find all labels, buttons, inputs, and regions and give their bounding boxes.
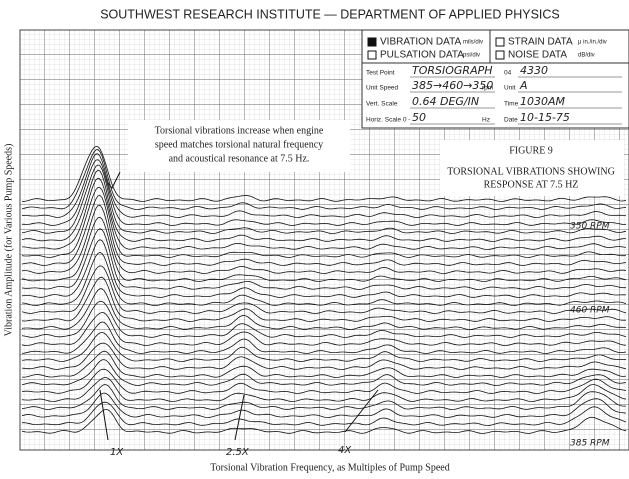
annotation: and acoustical resonance at 7.5 Hz. [169, 153, 310, 164]
figure-number: FIGURE 9 [509, 145, 553, 156]
y-axis-label: Vibration Amplitude (for Various Pump Sp… [3, 144, 14, 337]
trace [21, 321, 627, 354]
trace [21, 204, 627, 274]
trace [21, 169, 626, 242]
trace [22, 145, 627, 202]
trace [21, 359, 627, 386]
trace [21, 368, 627, 394]
checkbox [495, 50, 505, 60]
trace [21, 384, 626, 410]
waterfall [21, 145, 627, 434]
trace [21, 377, 627, 402]
field-value: 385→460→350 [412, 79, 493, 92]
checkbox-unit: μ in./in./div [578, 40, 607, 46]
trace [21, 408, 627, 434]
trace [22, 177, 627, 250]
harmonic-arrow [234, 394, 245, 441]
checkbox-label: NOISE DATA [508, 50, 567, 61]
trace [21, 288, 627, 330]
field-label: Unit Speed [366, 85, 399, 92]
checkbox-label: VIBRATION DATA [380, 37, 461, 48]
trace [21, 312, 627, 346]
harmonic-label: 1X [110, 447, 124, 458]
field-value: 4330 [520, 64, 548, 77]
harmonic-label: 4X [338, 445, 352, 456]
checkbox-label: PULSATION DATA [380, 50, 464, 61]
annotation: speed matches torsional natural frequenc… [155, 139, 323, 150]
caption-box [440, 140, 624, 196]
checkbox-unit: dB/div [578, 53, 595, 59]
header-title: SOUTHWEST RESEARCH INSTITUTE — DEPARTMEN… [100, 7, 560, 21]
field-value: A [519, 79, 528, 92]
field-label: 04 [504, 70, 512, 77]
field-label: Horiz. Scale 0 - [366, 117, 410, 124]
figure-caption: RESPONSE AT 7.5 HZ [484, 179, 579, 190]
checkbox [367, 37, 377, 47]
trace [21, 216, 627, 282]
field-value: 0.64 DEG/IN [412, 95, 479, 108]
arrow [107, 171, 121, 189]
rpm-label: 460 RPM [570, 306, 610, 316]
field-label: Vert. Scale [366, 101, 398, 108]
harmonic-arrow [344, 389, 379, 433]
trace [21, 300, 627, 338]
checkbox [495, 37, 505, 47]
trace [21, 186, 627, 258]
field-value: 50 [412, 111, 426, 124]
checkbox-unit: mils/div [463, 40, 483, 46]
checkbox-unit: psi/div [463, 53, 480, 59]
trace [21, 164, 627, 234]
trace [21, 239, 627, 298]
field-label: Time [504, 101, 519, 108]
trace [21, 276, 626, 322]
trace [21, 228, 626, 290]
figure-caption: TORSIONAL VIBRATIONS SHOWING [447, 166, 615, 177]
rpm-label: 385 RPM [570, 439, 610, 449]
field-value: TORSIOGRAPH [412, 64, 493, 77]
x-axis-label: Torsional Vibration Frequency, as Multip… [210, 462, 450, 473]
trace [21, 392, 627, 418]
trace [21, 331, 627, 362]
trace [21, 149, 627, 210]
harmonic-label: 2.5X [226, 447, 250, 458]
trace [22, 401, 627, 426]
field-label: Unit [504, 85, 516, 92]
field-label: Test Point [366, 70, 395, 77]
field-label: Date [504, 117, 518, 124]
rpm-label: 350 RPM [570, 222, 610, 232]
field-value: 1030AM [520, 95, 566, 108]
checkbox [367, 50, 377, 60]
trace [21, 350, 627, 378]
field-unit: Hz [482, 117, 490, 124]
trace [21, 265, 627, 314]
checkbox-label: STRAIN DATA [508, 37, 573, 48]
field-value: 10-15-75 [520, 111, 570, 124]
trace [21, 252, 627, 306]
field-unit: rpm [482, 85, 493, 92]
harmonic-arrow [99, 389, 109, 441]
trace [21, 159, 627, 226]
annotation: Torsional vibrations increase when engin… [155, 125, 324, 136]
trace [21, 153, 627, 218]
trace [21, 194, 627, 266]
trace [21, 342, 627, 370]
annotation-box [128, 120, 350, 172]
